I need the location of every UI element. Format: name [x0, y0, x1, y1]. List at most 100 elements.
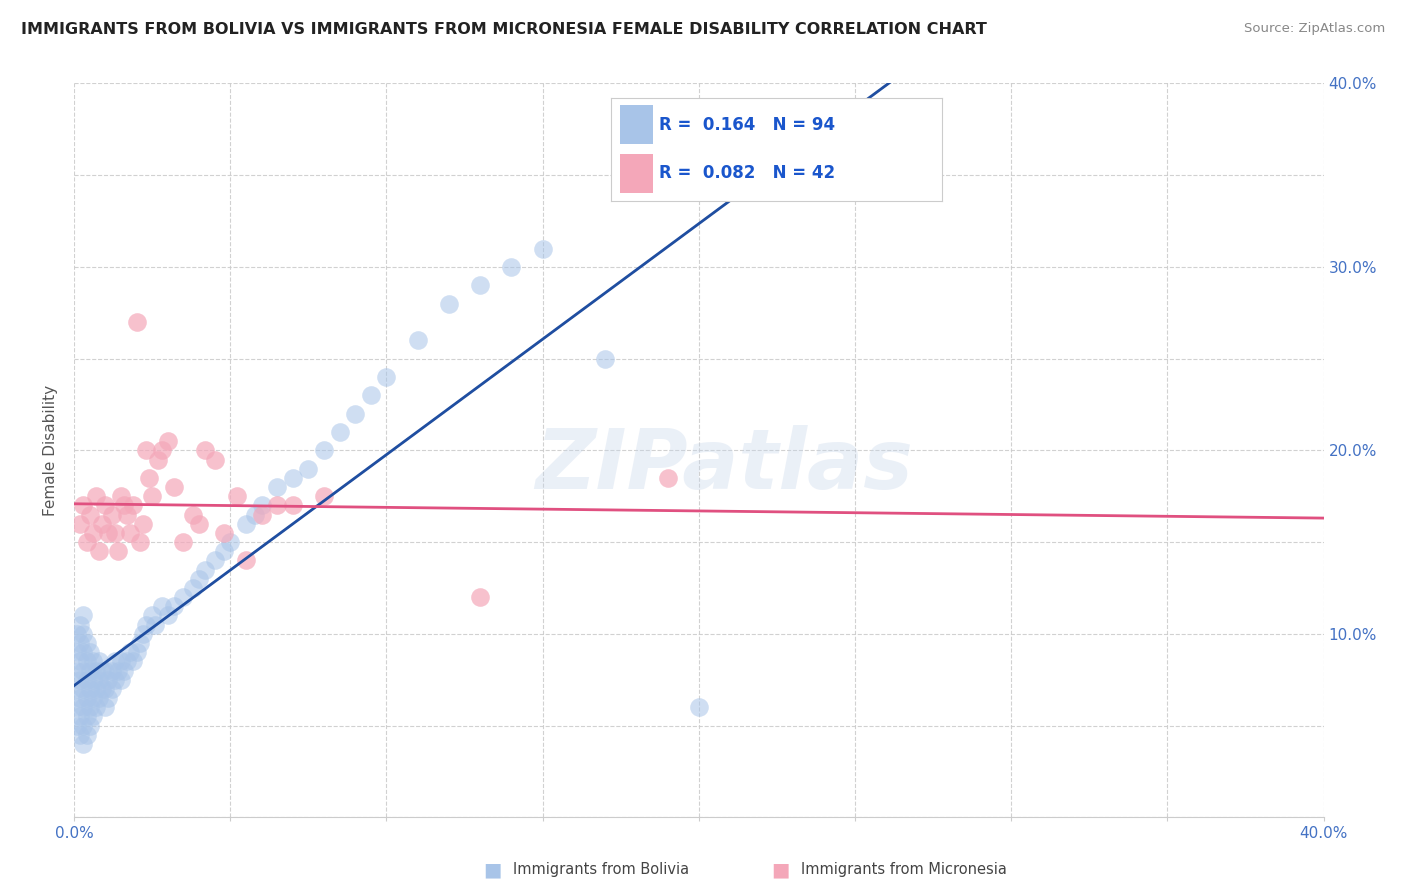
- Point: [194, 563, 217, 577]
- Point: [181, 581, 204, 595]
- Point: [375, 370, 398, 384]
- Point: [297, 461, 319, 475]
- Point: [72, 718, 94, 732]
- Point: [110, 654, 132, 668]
- Point: [107, 664, 129, 678]
- Point: [91, 681, 114, 696]
- Point: [141, 608, 163, 623]
- Point: [79, 700, 101, 714]
- Point: [104, 525, 127, 540]
- Point: [138, 471, 160, 485]
- Point: [110, 673, 132, 687]
- Point: [100, 664, 122, 678]
- Point: [66, 645, 89, 659]
- Point: [79, 718, 101, 732]
- Point: [163, 480, 186, 494]
- Point: [79, 664, 101, 678]
- Point: [84, 489, 107, 503]
- Point: [76, 535, 98, 549]
- Point: [84, 664, 107, 678]
- Point: [172, 535, 194, 549]
- Point: [163, 599, 186, 614]
- Point: [76, 691, 98, 706]
- Point: [94, 499, 117, 513]
- Point: [281, 471, 304, 485]
- Point: [87, 691, 110, 706]
- Point: [120, 525, 142, 540]
- Point: [470, 590, 492, 604]
- Point: [312, 443, 335, 458]
- Y-axis label: Female Disability: Female Disability: [44, 384, 58, 516]
- Point: [66, 718, 89, 732]
- Point: [76, 728, 98, 742]
- Point: [110, 489, 132, 503]
- Point: [104, 654, 127, 668]
- Point: [188, 516, 211, 531]
- Point: [132, 516, 155, 531]
- Point: [120, 645, 142, 659]
- Point: [132, 627, 155, 641]
- Point: [329, 425, 352, 439]
- Point: [107, 544, 129, 558]
- Point: [344, 407, 367, 421]
- Point: [97, 673, 120, 687]
- Text: ZIPatlas: ZIPatlas: [534, 425, 912, 506]
- Point: [112, 499, 135, 513]
- Point: [91, 516, 114, 531]
- Text: Source: ZipAtlas.com: Source: ZipAtlas.com: [1244, 22, 1385, 36]
- Point: [266, 499, 288, 513]
- Point: [156, 434, 179, 449]
- Point: [76, 654, 98, 668]
- Point: [82, 691, 104, 706]
- Point: [100, 681, 122, 696]
- Point: [406, 333, 429, 347]
- Point: [128, 636, 150, 650]
- Point: [531, 242, 554, 256]
- Point: [150, 599, 173, 614]
- Point: [148, 452, 170, 467]
- Point: [181, 508, 204, 522]
- Point: [212, 525, 235, 540]
- Point: [79, 508, 101, 522]
- Point: [69, 617, 91, 632]
- Text: Immigrants from Bolivia: Immigrants from Bolivia: [513, 863, 689, 877]
- Point: [72, 499, 94, 513]
- Point: [72, 627, 94, 641]
- Point: [172, 590, 194, 604]
- Point: [91, 664, 114, 678]
- Point: [87, 544, 110, 558]
- Point: [94, 664, 117, 678]
- Point: [69, 516, 91, 531]
- Point: [72, 700, 94, 714]
- Point: [66, 627, 89, 641]
- Text: IMMIGRANTS FROM BOLIVIA VS IMMIGRANTS FROM MICRONESIA FEMALE DISABILITY CORRELAT: IMMIGRANTS FROM BOLIVIA VS IMMIGRANTS FR…: [21, 22, 987, 37]
- Point: [235, 553, 257, 567]
- Point: [82, 525, 104, 540]
- Point: [79, 645, 101, 659]
- Text: Immigrants from Micronesia: Immigrants from Micronesia: [801, 863, 1007, 877]
- Point: [245, 508, 267, 522]
- Point: [312, 489, 335, 503]
- Point: [84, 700, 107, 714]
- Point: [69, 654, 91, 668]
- Point: [188, 572, 211, 586]
- Point: [115, 508, 138, 522]
- Point: [470, 278, 492, 293]
- Point: [212, 544, 235, 558]
- Point: [94, 681, 117, 696]
- Point: [235, 516, 257, 531]
- Point: [69, 673, 91, 687]
- Point: [135, 443, 157, 458]
- Point: [204, 452, 226, 467]
- Point: [281, 499, 304, 513]
- Point: [501, 260, 523, 274]
- Point: [657, 471, 679, 485]
- Point: [250, 499, 273, 513]
- Point: [593, 351, 616, 366]
- Point: [66, 664, 89, 678]
- Point: [143, 617, 166, 632]
- Point: [84, 681, 107, 696]
- Point: [204, 553, 226, 567]
- Point: [225, 489, 247, 503]
- Point: [69, 636, 91, 650]
